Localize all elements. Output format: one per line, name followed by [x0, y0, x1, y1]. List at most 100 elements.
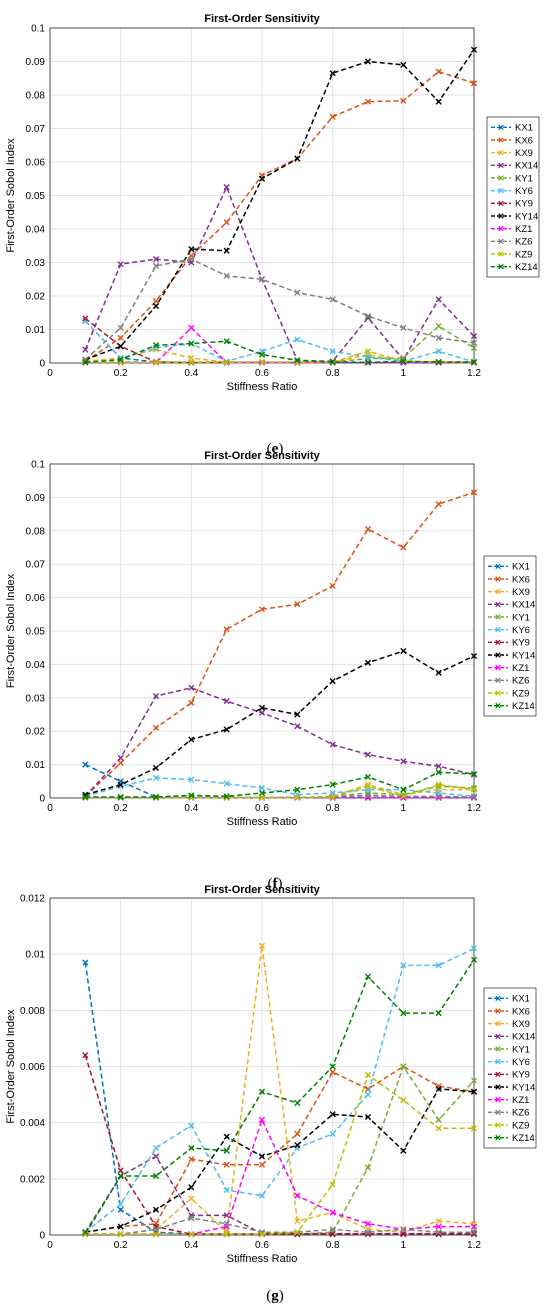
- legend-marker-KZ14: [495, 1134, 501, 1141]
- panel-caption: (e): [267, 441, 284, 457]
- chart-e: 0 0.2 0.4 0.6 0.8 1 1.2 0 0.01 0.02 0.03 0.04 0.05 0.…: [5, 13, 540, 457]
- x-axis-label: Stiffness Ratio: [227, 381, 298, 393]
- legend-label: KY14: [512, 1082, 535, 1093]
- legend-marker-KZ14: [495, 702, 501, 709]
- data-point-KZ14: [470, 770, 478, 778]
- legend-label: KZ1: [512, 1095, 529, 1106]
- data-point-KX14: [400, 758, 407, 765]
- legend-marker-KX6: [495, 576, 501, 582]
- legend-marker-KY1: [495, 1046, 501, 1052]
- data-point-KZ9: [470, 1125, 478, 1132]
- data-point-KZ6: [152, 1226, 160, 1233]
- data-point-KX6: [258, 1161, 266, 1168]
- legend-label: KY1: [512, 1044, 530, 1055]
- legend-label: KX1: [512, 994, 530, 1005]
- data-point-KY6: [188, 1122, 195, 1129]
- data-point-KY14: [470, 652, 478, 660]
- data-point-KY14: [117, 343, 124, 350]
- legend-marker-KX14: [495, 601, 501, 608]
- data-point-KY14: [400, 61, 407, 68]
- data-point-KZ6: [223, 272, 230, 279]
- legend-marker-KZ9: [495, 690, 501, 696]
- data-point-KZ14: [117, 356, 124, 363]
- data-point-KY6: [188, 776, 195, 783]
- data-point-KZ14: [329, 1063, 336, 1070]
- legend-label: KY1: [515, 173, 533, 184]
- data-point-KZ14: [294, 357, 301, 364]
- legend-box: [483, 555, 537, 717]
- chart-title: First-Order Sensitivity: [204, 884, 320, 896]
- data-point-KZ9: [400, 1097, 407, 1104]
- legend-marker-KX6: [498, 137, 504, 143]
- legend-marker-KY1: [498, 175, 504, 181]
- y-tick-label: 0.07: [26, 124, 46, 135]
- data-point-KZ14: [152, 342, 160, 349]
- legend-label: KX9: [512, 587, 530, 598]
- data-point-KX6: [435, 68, 442, 75]
- data-point-KZ1: [294, 1192, 301, 1199]
- series-line-KY9: [84, 1055, 474, 1235]
- data-point-KX6: [400, 544, 407, 551]
- data-point-KY14: [435, 98, 442, 105]
- legend-marker-KY9: [495, 1071, 501, 1078]
- data-point-KZ14: [364, 773, 372, 781]
- data-point-KZ9: [435, 781, 442, 788]
- data-point-KZ14: [364, 359, 372, 366]
- data-point-KX6: [470, 489, 478, 496]
- data-point-KY6: [152, 774, 160, 782]
- series-line-KX14: [84, 185, 475, 363]
- x-tick-label: 0.6: [255, 803, 269, 814]
- legend-label: KX9: [512, 1019, 530, 1030]
- x-tick-label: 1: [401, 1240, 407, 1251]
- y-tick-label: 0.09: [26, 57, 46, 68]
- data-point-KX9: [258, 942, 266, 949]
- caption-letter: f: [273, 876, 279, 892]
- legend-label: KZ14: [512, 1133, 535, 1144]
- legend-marker-KZ6: [495, 1109, 501, 1116]
- series-line-KX6: [85, 1065, 475, 1233]
- data-point-KZ6: [329, 296, 336, 303]
- data-point-KZ6: [364, 313, 372, 320]
- data-point-KZ6: [400, 324, 407, 331]
- legend-marker-KY14: [495, 652, 501, 658]
- data-point-KX14: [470, 333, 478, 340]
- data-point-KX6: [329, 113, 336, 120]
- data-point-KY14: [188, 1184, 195, 1191]
- series-line-KX6: [84, 491, 475, 797]
- legend-marker-KZ6: [495, 677, 501, 684]
- chart-g: 0 0.2 0.4 0.6 0.8 1 1.2 0 0.002 0.004 0.006 0.008 0.…: [5, 884, 537, 1304]
- data-point-KZ9: [188, 1231, 195, 1238]
- chart-f: 0 0.2 0.4 0.6 0.8 1 1.2 0 0.01 0.02 0.03 0.04 0.05 0.…: [5, 450, 537, 892]
- legend-marker-KX9: [495, 1020, 501, 1027]
- legend-label: KZ1: [512, 663, 529, 674]
- x-tick-label: 0.6: [255, 1240, 269, 1251]
- legend-label: KX6: [512, 574, 530, 585]
- data-point-KZ14: [470, 358, 478, 366]
- data-point-KX9: [435, 1217, 442, 1225]
- caption-paren-open: (: [267, 441, 272, 457]
- data-point-KZ9: [82, 1231, 89, 1238]
- data-point-KZ6: [435, 1229, 442, 1236]
- data-point-KX14: [117, 261, 124, 268]
- data-point-KZ6: [329, 1226, 336, 1233]
- legend-label: KZ9: [515, 249, 532, 260]
- data-point-KY6: [152, 1144, 160, 1152]
- y-tick-label: 0.05: [26, 191, 46, 202]
- legend-marker-KY9: [498, 200, 504, 207]
- y-tick-label: 0.004: [20, 1118, 45, 1129]
- x-tick-label: 0.6: [255, 368, 269, 379]
- data-point-KZ9: [294, 1229, 301, 1236]
- y-tick-label: 0.07: [26, 560, 46, 571]
- legend-marker-KY14: [498, 213, 504, 219]
- data-point-KZ9: [258, 794, 266, 801]
- y-tick-label: 0.002: [20, 1174, 45, 1185]
- data-point-KX6: [470, 80, 478, 87]
- data-point-KY14: [294, 1142, 301, 1149]
- chart-title: First-Order Sensitivity: [204, 450, 320, 462]
- data-point-KX6: [223, 626, 230, 633]
- caption-letter: g: [271, 1288, 279, 1304]
- data-point-KZ14: [294, 786, 301, 793]
- y-tick-label: 0: [39, 794, 45, 805]
- legend-label: KX1: [512, 562, 530, 573]
- data-point-KZ6: [400, 1226, 407, 1233]
